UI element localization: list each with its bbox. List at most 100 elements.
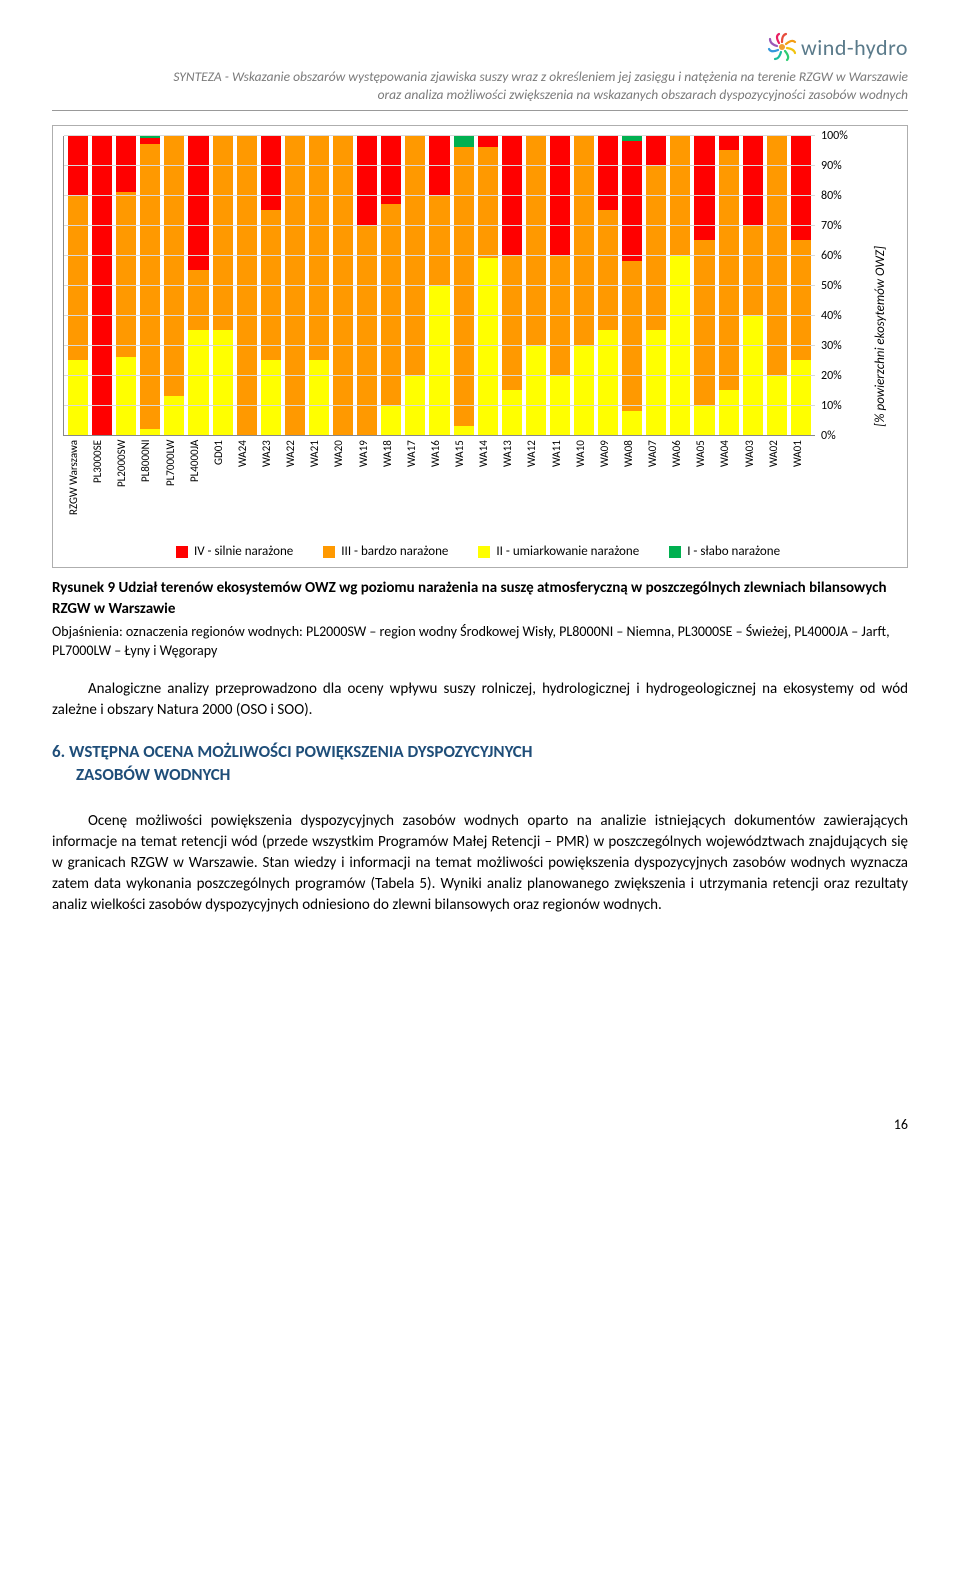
gridline [64,255,815,256]
x-tick-label: WA01 [791,440,811,536]
bar-segment [622,411,642,435]
y-axis-title: [% powierzchni ekosytemów OWZ] [873,246,888,427]
x-tick-label: WA05 [694,440,714,536]
heading-line-1: WSTĘPNA OCENA MOŻLIWOŚCI POWIĘKSZENIA DY… [69,741,532,762]
y-tick-label: 70% [821,219,842,233]
bar-segment [429,195,449,285]
legend-label: IV - silnie narażone [194,544,293,559]
x-tick-label: WA19 [357,440,377,536]
y-axis-title-col: [% powierzchni ekosytemów OWZ] [867,136,893,536]
bar-segment [646,165,666,330]
legend-item: IV - silnie narażone [176,544,293,559]
subtitle-line-2: oraz analiza możliwości zwiększenia na w… [378,86,908,103]
gridline [64,345,815,346]
x-tick-label: WA12 [525,440,545,536]
x-tick-label: PL4000JA [188,440,208,536]
bar-segment [381,405,401,435]
bar-segment [743,225,763,315]
heading-number: 6. [52,741,65,762]
x-tick-label: WA03 [743,440,763,536]
bar-segment [309,360,329,435]
x-tick-label: WA16 [429,440,449,536]
y-tick-label: 0% [821,429,836,443]
page-number: 16 [52,1116,908,1133]
section-heading: 6. WSTĘPNA OCENA MOŻLIWOŚCI POWIĘKSZENIA… [52,741,908,787]
gridline [64,135,815,136]
x-tick-label: WA13 [501,440,521,536]
legend-item: III - bardzo narażone [323,544,448,559]
bar-segment [622,261,642,411]
heading-line-2: ZASOBÓW WODNYCH [76,764,230,785]
x-tick-label: WA06 [670,440,690,536]
x-tick-label: RZGW Warszawa [67,440,87,536]
bar-segment [598,330,618,435]
y-tick-label: 80% [821,189,842,203]
plot-column: RZGW WarszawaPL3000SEPL2000SWPL8000NIPL7… [63,136,815,536]
y-tick-label: 10% [821,399,842,413]
x-tick-label: WA10 [574,440,594,536]
bar-segment [454,147,474,426]
legend-label: III - bardzo narażone [341,544,448,559]
bar-segment [261,135,281,210]
logo-icon [767,32,797,62]
paragraph-1: Analogiczne analizy przeprowadzono dla o… [52,679,908,721]
bar-segment [791,360,811,435]
y-tick-label: 20% [821,369,842,383]
bar-segment [622,141,642,261]
bar-segment [694,405,714,435]
legend-label: I - słabo narażone [687,544,780,559]
bar-segment [598,135,618,210]
bars-container [68,136,811,435]
legend-swatch [323,546,335,558]
bar-segment [719,135,739,150]
x-tick-label: WA08 [622,440,642,536]
x-tick-label: WA02 [767,440,787,536]
bar-segment [743,135,763,225]
bar-segment [502,390,522,435]
bar-segment [116,135,136,192]
subtitle-line-1: SYNTEZA - Wskazanie obszarów występowani… [173,68,908,85]
bar-segment [719,150,739,390]
x-tick-label: GD01 [212,440,232,536]
chart-area: RZGW WarszawaPL3000SEPL2000SWPL8000NIPL7… [63,136,893,536]
bar-segment [478,147,498,258]
legend-swatch [176,546,188,558]
legend-label: II - umiarkowanie narażone [496,544,639,559]
bar-segment [694,240,714,405]
gridline [64,315,815,316]
x-tick-label: WA17 [405,440,425,536]
bar-segment [68,195,88,360]
x-tick-label: PL7000LW [164,440,184,536]
x-tick-label: PL2000SW [115,440,135,536]
bar-segment [309,135,329,360]
caption-explanation: Objaśnienia: oznaczenia regionów wodnych… [52,623,908,661]
bar-segment [116,192,136,357]
bar-segment [526,345,546,435]
y-tick-label: 90% [821,159,842,173]
stacked-bar-chart: RZGW WarszawaPL3000SEPL2000SWPL8000NIPL7… [52,125,908,568]
legend-swatch [669,546,681,558]
legend-swatch [478,546,490,558]
x-tick-label: WA15 [453,440,473,536]
x-tick-label: WA04 [718,440,738,536]
bar-segment [261,360,281,435]
legend-item: I - słabo narażone [669,544,780,559]
x-tick-label: WA23 [260,440,280,536]
gridline [64,405,815,406]
paragraph-2: Ocenę możliwości powiększenia dyspozycyj… [52,811,908,916]
bar-segment [68,360,88,435]
gridline [64,195,815,196]
bar-segment [429,285,449,435]
bar-segment [213,330,233,435]
x-tick-label: WA18 [381,440,401,536]
bar-segment [478,135,498,147]
bar-segment [140,429,160,435]
x-tick-label: PL3000SE [91,440,111,536]
figure-caption: Rysunek 9 Udział terenów ekosystemów OWZ… [52,578,908,619]
x-tick-label: WA20 [332,440,352,536]
y-tick-label: 100% [821,129,848,143]
gridline [64,285,815,286]
y-tick-label: 50% [821,279,842,293]
x-tick-label: PL8000NI [139,440,159,536]
bar-segment [454,135,474,147]
